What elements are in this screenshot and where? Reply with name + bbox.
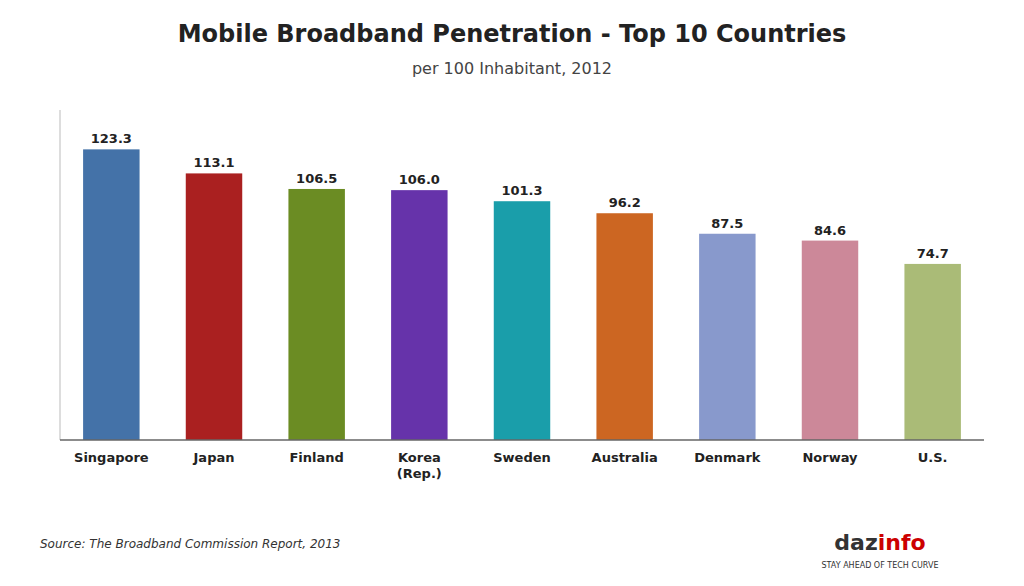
baseline [60, 439, 984, 441]
x-tick-label: U.S. [918, 450, 948, 465]
data-label: 101.3 [501, 183, 542, 198]
bar [391, 190, 447, 440]
x-tick-label: Korea(Rep.) [397, 450, 442, 481]
data-label: 123.3 [91, 131, 132, 146]
bars [83, 149, 961, 440]
brand-part: info [878, 530, 926, 555]
title: Mobile Broadband Penetration - Top 10 Co… [178, 20, 847, 48]
x-tick-label: Singapore [74, 450, 149, 465]
data-label: 74.7 [917, 246, 949, 261]
data-label: 96.2 [609, 195, 641, 210]
bar [83, 149, 139, 440]
brand-part: daz [834, 530, 877, 555]
brand-tagline: STAY AHEAD OF TECH CURVE [822, 561, 939, 570]
source-note: Source: The Broadband Commission Report,… [40, 537, 340, 551]
x-tick-label: Norway [802, 450, 858, 465]
bar [699, 234, 755, 440]
x-tick-label: Sweden [493, 450, 551, 465]
data-label: 106.5 [296, 171, 337, 186]
x-tick-label: Australia [592, 450, 658, 465]
data-label: 87.5 [711, 216, 743, 231]
x-tick-label: Japan [193, 450, 235, 465]
chart-container: Mobile Broadband Penetration - Top 10 Co… [0, 0, 1024, 586]
data-label: 113.1 [193, 155, 234, 170]
bar [904, 264, 960, 440]
subtitle: per 100 Inhabitant, 2012 [412, 59, 612, 78]
data-label: 106.0 [399, 172, 440, 187]
chart-svg: Mobile Broadband Penetration - Top 10 Co… [0, 0, 1024, 586]
data-label: 84.6 [814, 223, 846, 238]
bar [186, 173, 242, 440]
brand-mark: dazinfo [834, 530, 925, 555]
bar [494, 201, 550, 440]
bar [802, 241, 858, 440]
x-tick-label: Denmark [694, 450, 761, 465]
y-axis-line [60, 110, 61, 440]
bar [596, 213, 652, 440]
bar [288, 189, 344, 440]
x-tick-label: Finland [289, 450, 343, 465]
